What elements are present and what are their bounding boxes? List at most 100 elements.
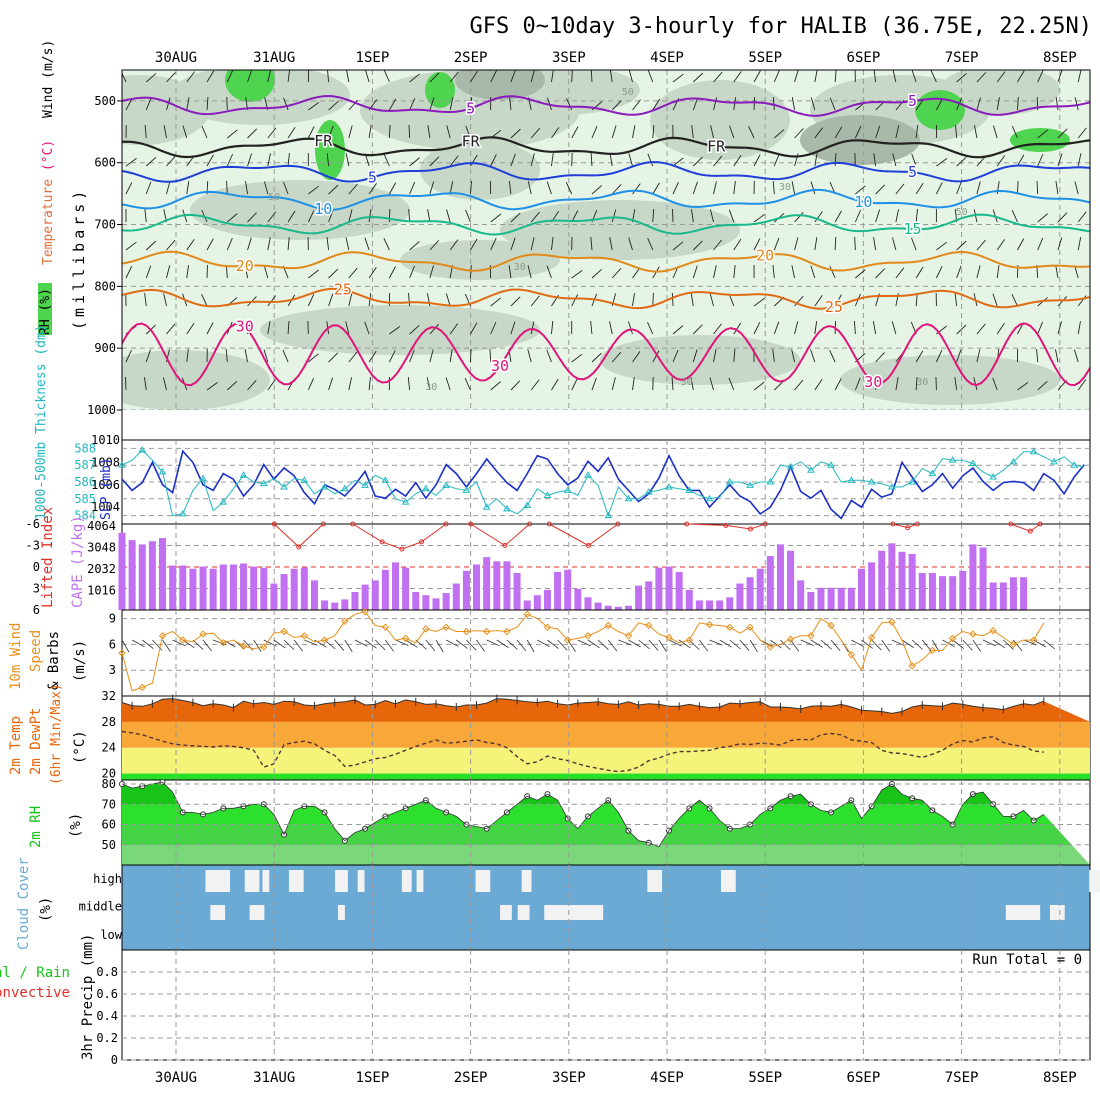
- wind-barb-10m: [851, 639, 864, 647]
- wind-barb-10m: [1013, 639, 1023, 652]
- wind10m-point: [827, 621, 835, 630]
- cape-bar: [493, 561, 501, 610]
- wind-barb: [611, 100, 622, 111]
- wind-barb-10m: [992, 639, 1006, 649]
- wind-barb: [692, 240, 703, 251]
- wind-barb: [446, 209, 451, 223]
- wind-barb: [872, 321, 877, 335]
- wind-barb: [632, 99, 641, 111]
- wind-barb: [348, 183, 358, 195]
- date-label-top: 1SEP: [356, 50, 390, 66]
- isotherm-label: 15: [903, 220, 921, 238]
- cape-bar: [979, 547, 987, 610]
- wind-barb: [489, 348, 492, 363]
- lifted-index-segment: [352, 523, 447, 550]
- cape-bar: [229, 564, 237, 610]
- wind-barb: [247, 70, 253, 83]
- wind-barb: [206, 70, 215, 83]
- wind-barb: [935, 182, 943, 195]
- wind-barb: [145, 156, 157, 167]
- thickness-point: [280, 483, 288, 490]
- wind-barb-10m: [668, 639, 682, 647]
- cape-bar: [533, 595, 541, 610]
- isotherm-label: FR: [462, 132, 481, 150]
- wind-barb: [551, 237, 554, 251]
- thickness-point: [766, 478, 775, 485]
- isotherm-label: FR: [314, 132, 333, 150]
- wind-barb: [166, 265, 171, 279]
- wind-barb: [247, 128, 258, 139]
- wind-barb: [672, 182, 679, 195]
- cape-bar: [331, 602, 339, 610]
- wind-barb: [122, 72, 127, 83]
- wind-barb: [267, 379, 276, 391]
- wind10m-point: [543, 623, 552, 631]
- wind-barb: [326, 153, 330, 167]
- wind-barb: [546, 265, 552, 279]
- wind-barb: [814, 153, 818, 167]
- rh-region: [600, 335, 800, 385]
- wind-barb: [713, 97, 718, 111]
- wind-barb: [834, 378, 842, 391]
- thickness-point: [118, 461, 126, 468]
- rh-contour-label: 50: [268, 192, 280, 203]
- y-tick-label: 0: [33, 560, 40, 574]
- cloud-high-block: [647, 870, 663, 892]
- thickness-point: [543, 491, 552, 498]
- wind-barb: [671, 292, 674, 307]
- isotherm-line: [122, 136, 1090, 159]
- wind-barb: [1037, 70, 1044, 83]
- wind-barb-10m: [466, 639, 477, 651]
- wind-barb: [1077, 237, 1082, 251]
- temperature-isotherms: 5 5 FR FR FR 5 5 10 10 15 20 20 25 25 30 30 30 50 50 30 50 30…: [122, 87, 1090, 393]
- wind-barb: [364, 321, 370, 335]
- cape-bar: [635, 585, 643, 610]
- wind10m-line: [121, 611, 1045, 692]
- wind-barb: [733, 238, 742, 251]
- wind-barb: [810, 97, 816, 111]
- wind-barb: [166, 323, 176, 335]
- wind10m-point: [645, 621, 653, 630]
- wind-barb: [810, 181, 816, 195]
- wind-barb: [426, 377, 431, 391]
- lifted-index-label: Lifted Index: [40, 507, 56, 608]
- wind-barb-10m: [405, 639, 418, 648]
- wind-barb: [915, 266, 924, 279]
- rh-region: [1010, 128, 1070, 152]
- wind-barb: [772, 181, 775, 195]
- wind-barb-10m: [820, 639, 832, 650]
- y-tick-label: 0: [111, 1053, 118, 1067]
- lifted-index-point: [399, 546, 405, 552]
- wind10m-unit-label: (m/s): [72, 640, 88, 682]
- wind-barb: [729, 125, 735, 139]
- wind10m-point: [482, 627, 491, 636]
- wind-barb: [672, 157, 684, 167]
- wind-barb: [182, 125, 188, 139]
- wind-barb: [166, 156, 176, 167]
- rh-region: [122, 350, 270, 410]
- wind-barb: [875, 184, 886, 195]
- wind-barb: [1037, 237, 1044, 251]
- date-label-bottom: 6SEP: [847, 1070, 881, 1086]
- cape-bar: [756, 568, 764, 610]
- wind-barb-10m: [780, 639, 791, 651]
- t2m-unit-label: (°C): [72, 730, 88, 764]
- thickness-point: [1029, 447, 1038, 455]
- wind10m-point: [260, 643, 268, 651]
- y-tick-label: low: [100, 928, 122, 942]
- wind-barb: [308, 269, 319, 279]
- cape-bar: [543, 589, 551, 610]
- wind-barb: [996, 97, 1000, 111]
- wind-barb-10m: [749, 639, 758, 653]
- wind10m-point: [179, 636, 187, 644]
- wind-barb: [954, 293, 958, 307]
- wind-barb: [186, 71, 195, 83]
- cloud-high-block: [244, 870, 260, 892]
- thickness-point: [462, 486, 471, 493]
- wind-barb: [591, 377, 597, 391]
- cape-bar: [999, 582, 1007, 610]
- cape-bar: [179, 565, 187, 610]
- wind-barb: [1055, 349, 1059, 363]
- wind-barb: [996, 322, 1005, 335]
- wind-barb: [551, 378, 559, 391]
